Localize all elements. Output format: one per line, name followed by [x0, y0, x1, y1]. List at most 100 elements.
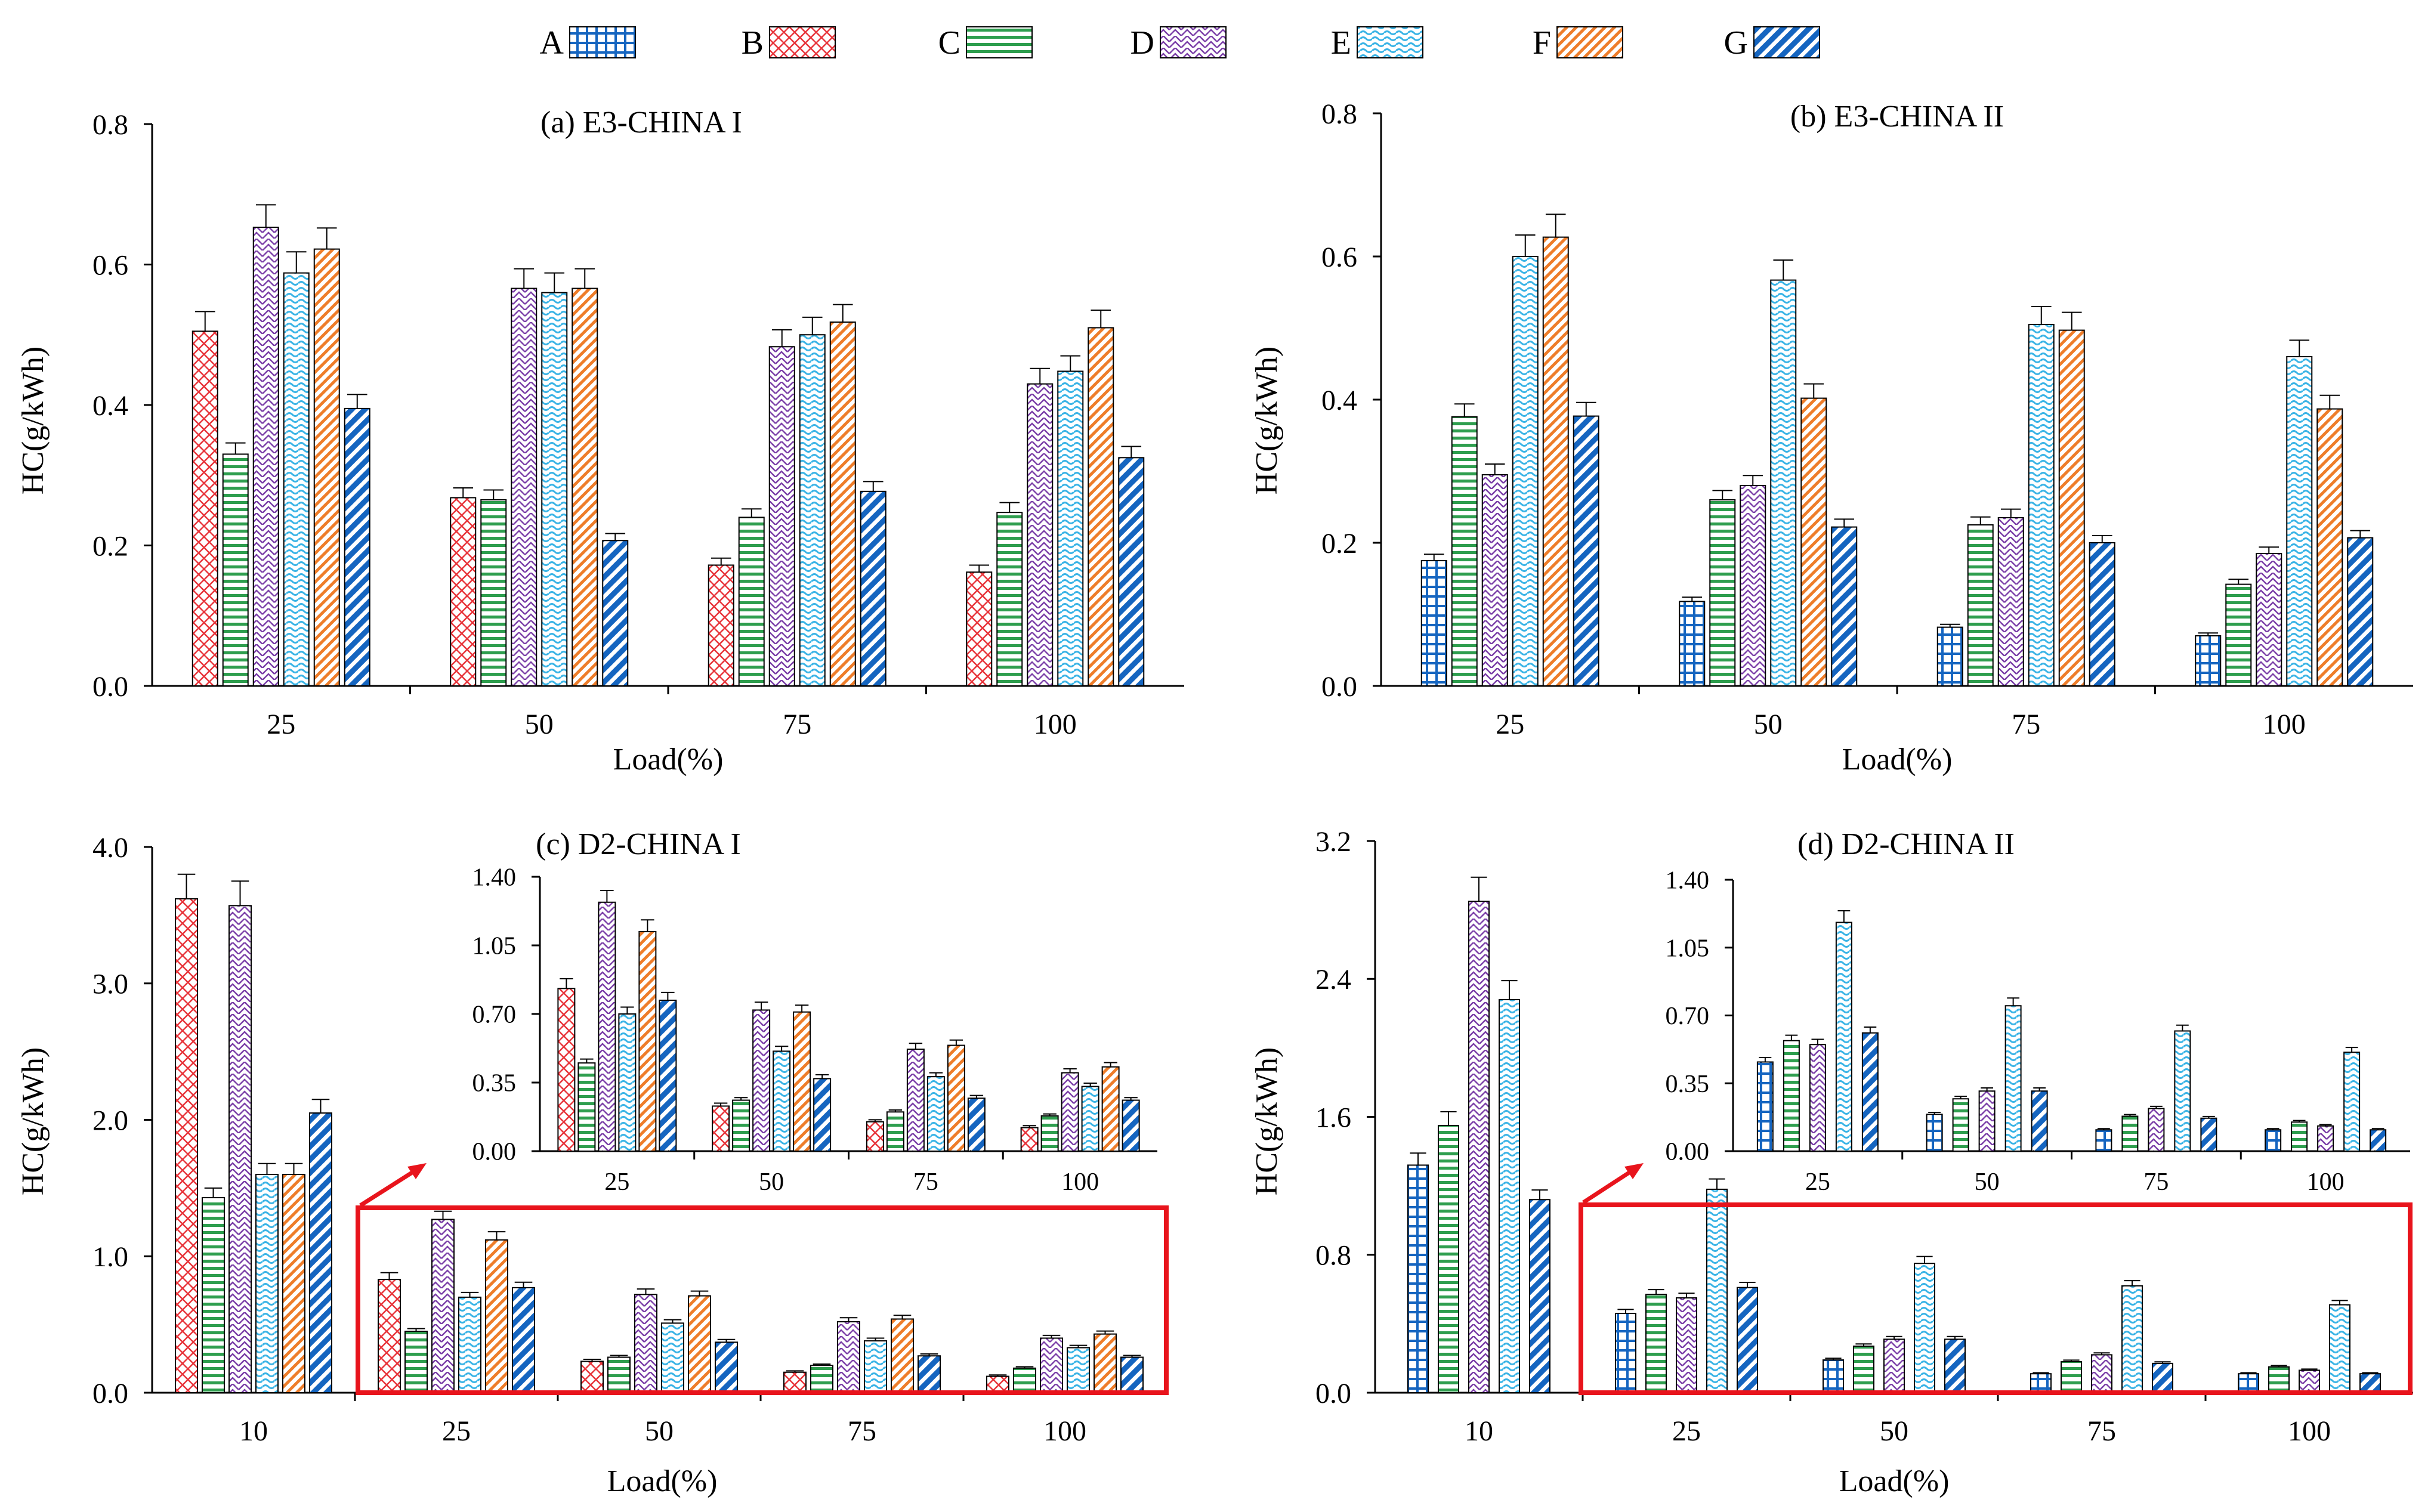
panel-c-inset-ytick-label: 0.00: [472, 1139, 517, 1166]
panel-d-chart: (d) D2-CHINA II Load(%) HC(g/kWh) 0.0 0.8…: [1250, 826, 2413, 1498]
panel-c-inset-bar-g-2: [967, 1097, 986, 1152]
panel-d-ytick-label: 3.2: [1315, 826, 1351, 858]
panel-c-bar-g-4: [1120, 1356, 1144, 1393]
panel-d-xlabel: Load(%): [1839, 1464, 1950, 1498]
panel-d-inset-bar-a-3: [2265, 1129, 2282, 1152]
panel-b-bar-c-1: [1709, 499, 1736, 687]
panel-c-xtick-label: 25: [442, 1415, 471, 1447]
panel-d-bar-g-1: [1737, 1287, 1758, 1393]
panel-c-bar-f-4: [1094, 1333, 1117, 1393]
panel-c-inset-bar-e-3: [1081, 1086, 1099, 1152]
panel-c-bar-b-1: [378, 1279, 401, 1393]
panel-b-bar-e-3: [2286, 356, 2313, 687]
panel-c-ytick-label: 3.0: [92, 969, 128, 1000]
panel-c-ytick-label: 2.0: [92, 1105, 128, 1136]
panel-a-ytick-label: 0.4: [92, 390, 128, 422]
panel-d-bar-a-1: [1615, 1313, 1636, 1393]
panel-c-ytick-label: 0.0: [92, 1378, 128, 1409]
panel-c-inset-bar-b-3: [1020, 1127, 1039, 1152]
panel-d-inset-bar-g-2: [2200, 1117, 2217, 1152]
panel-a-bar-b-0: [191, 330, 218, 687]
panel-a-ytick-label: 0.2: [92, 530, 128, 562]
panel-d-bar-c-4: [2268, 1366, 2290, 1393]
panel-d-zoom-box: [1579, 1202, 2413, 1395]
panel-d-inset-bar-d-3: [2317, 1125, 2334, 1152]
panel-c-bar-g-1: [512, 1287, 535, 1394]
panel-c-title: (c) D2-CHINA I: [536, 827, 741, 861]
panel-b-chart: (b) E3-CHINA II Load(%) HC(g/kWh) 0.0 0.2…: [1250, 98, 2413, 777]
panel-c-inset-bar-f-3: [1101, 1066, 1120, 1152]
panel-d-inset-ytick-label: 0.35: [1666, 1071, 1710, 1098]
panel-c-bar-c-3: [810, 1365, 833, 1393]
panel-d-bar-c-2: [1853, 1345, 1874, 1393]
panel-b-xtick-label: 100: [2263, 709, 2306, 740]
panel-d-inset-bar-c-2: [2121, 1115, 2139, 1152]
panel-a-bar-f-1: [572, 287, 598, 687]
panel-c-chart: (c) D2-CHINA I Load(%) HC(g/kWh) 0.0 1.0 2…: [16, 827, 1169, 1498]
panel-d-bar-g-4: [2359, 1373, 2381, 1393]
panel-a-bar-b-3: [966, 571, 993, 687]
panel-c-ytick-label: 1.0: [92, 1241, 128, 1273]
panel-d-zoom-arrow: [1582, 1167, 1636, 1204]
legend-swatch-a: [569, 26, 636, 58]
legend-swatch-b: [769, 26, 836, 58]
panel-d-inset-ytick-label: 1.40: [1666, 867, 1710, 895]
panel-a-bar-e-2: [799, 334, 826, 687]
panel-c-zoom-box: [356, 1205, 1169, 1395]
panel-c-inset-bar-e-2: [926, 1076, 945, 1152]
panel-a-bar-e-3: [1057, 370, 1084, 687]
panel-d-bar-d-3: [2091, 1354, 2112, 1393]
panel-c-bar-c-0: [202, 1196, 225, 1393]
panel-a-bar-e-1: [541, 292, 568, 687]
panel-d-xtick-label: 100: [2288, 1415, 2331, 1447]
panel-c-inset-bar-c-1: [732, 1099, 750, 1152]
panel-b-bar-c-3: [2225, 583, 2252, 687]
panel-a-xtick-label: 25: [267, 709, 295, 740]
panel-c-inset-ytick-label: 0.70: [472, 1001, 517, 1029]
panel-d-xtick-label: 75: [2087, 1415, 2116, 1447]
panel-c-bar-b-4: [986, 1375, 1009, 1394]
panel-b-bar-g-3: [2347, 537, 2374, 687]
panel-c-bar-e-3: [864, 1340, 887, 1393]
panel-c-bar-f-3: [891, 1318, 914, 1394]
panel-c-ytick-label: 4.0: [92, 832, 128, 864]
legend-swatch-d: [1160, 26, 1227, 58]
panel-c-bar-b-2: [580, 1361, 604, 1393]
legend-swatch-e: [1357, 26, 1423, 58]
panel-d-bar-a-3: [2030, 1373, 2052, 1393]
panel-c-bar-c-2: [607, 1356, 631, 1393]
panel-a-ylabel: HC(g/kWh): [16, 347, 50, 494]
legend-swatch-g: [1753, 26, 1820, 58]
panel-d-inset-bar-g-3: [2370, 1129, 2387, 1152]
panel-d-inset-ytick-label: 0.70: [1666, 1003, 1710, 1030]
panel-c-inset-xtick-label: 100: [1061, 1168, 1099, 1196]
panel-c-bar-d-3: [837, 1321, 860, 1394]
panel-a-bar-g-0: [344, 407, 370, 687]
panel-d-inset-ytick-label: 0.00: [1666, 1139, 1710, 1166]
panel-c-inset-bar-d-2: [906, 1049, 925, 1152]
panel-c-inset-bar-c-3: [1040, 1115, 1059, 1152]
panel-c-inset-xtick-label: 50: [759, 1168, 784, 1196]
panel-c-bar-d-2: [634, 1294, 657, 1394]
panel-b-ytick-label: 0.6: [1321, 242, 1357, 273]
panel-d-inset-bar-a-2: [2095, 1129, 2112, 1152]
panel-d-bar-e-4: [2329, 1304, 2350, 1393]
panel-b-xtick-label: 75: [2012, 709, 2040, 740]
panel-b-bar-f-1: [1800, 397, 1827, 687]
panel-a-bar-f-2: [829, 321, 856, 687]
panel-b-title: (b) E3-CHINA II: [1790, 100, 2004, 134]
panel-c-bar-b-0: [175, 898, 198, 1394]
panel-c-zoom-arrowhead: [407, 1163, 427, 1179]
panel-b-bar-d-2: [1997, 517, 2024, 687]
panel-a-bar-d-2: [768, 346, 795, 687]
panel-a-title: (a) E3-CHINA I: [540, 106, 742, 140]
panel-c-xtick-label: 10: [239, 1415, 268, 1447]
panel-a-bar-d-0: [252, 227, 279, 687]
legend-label-f: F: [1533, 24, 1551, 61]
panel-d-inset-bar-d-0: [1809, 1044, 1826, 1152]
panel-b-ytick-label: 0.8: [1321, 98, 1357, 130]
panel-d-inset-bar-c-1: [1952, 1098, 1969, 1152]
panel-d-bar-d-1: [1676, 1297, 1697, 1393]
panel-b-bar-d-3: [2256, 553, 2282, 687]
